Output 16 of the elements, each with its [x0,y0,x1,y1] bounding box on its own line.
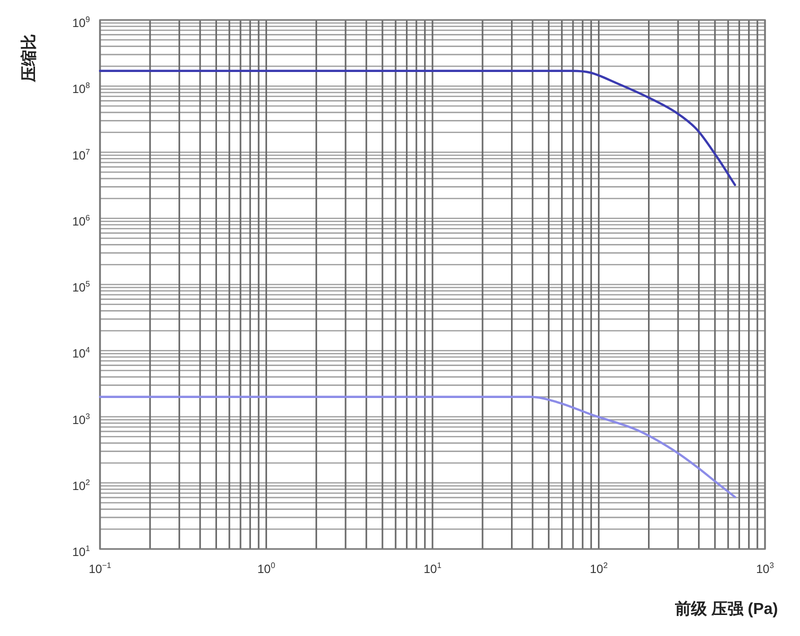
y-tick-label: 10$^{3}$ [72,412,90,427]
x-tick-label: 10$^{3}$ [756,561,774,576]
y-axis-title: 压缩比 [21,34,38,82]
y-tick-label: 10$^{7}$ [72,147,90,162]
y-tick-label: 10$^{8}$ [72,81,90,96]
x-tick-label: 10$^{0}$ [257,561,276,576]
x-tick-label: 10$^{2}$ [590,561,608,576]
x-tick-label: 10$^{1}$ [424,561,442,576]
x-axis-title: 前级 压强 (Pa) [674,601,778,618]
y-tick-label: 10$^{2}$ [72,478,90,493]
y-tick-label: 10$^{4}$ [72,346,90,361]
y-tick-label: 10$^{9}$ [72,15,90,30]
y-tick-label: 10$^{5}$ [72,280,90,294]
y-tick-label: 10$^{6}$ [72,213,90,228]
x-tick-label: 10$^{−1}$ [88,561,112,576]
y-tick-label: 10$^{1}$ [72,544,90,559]
